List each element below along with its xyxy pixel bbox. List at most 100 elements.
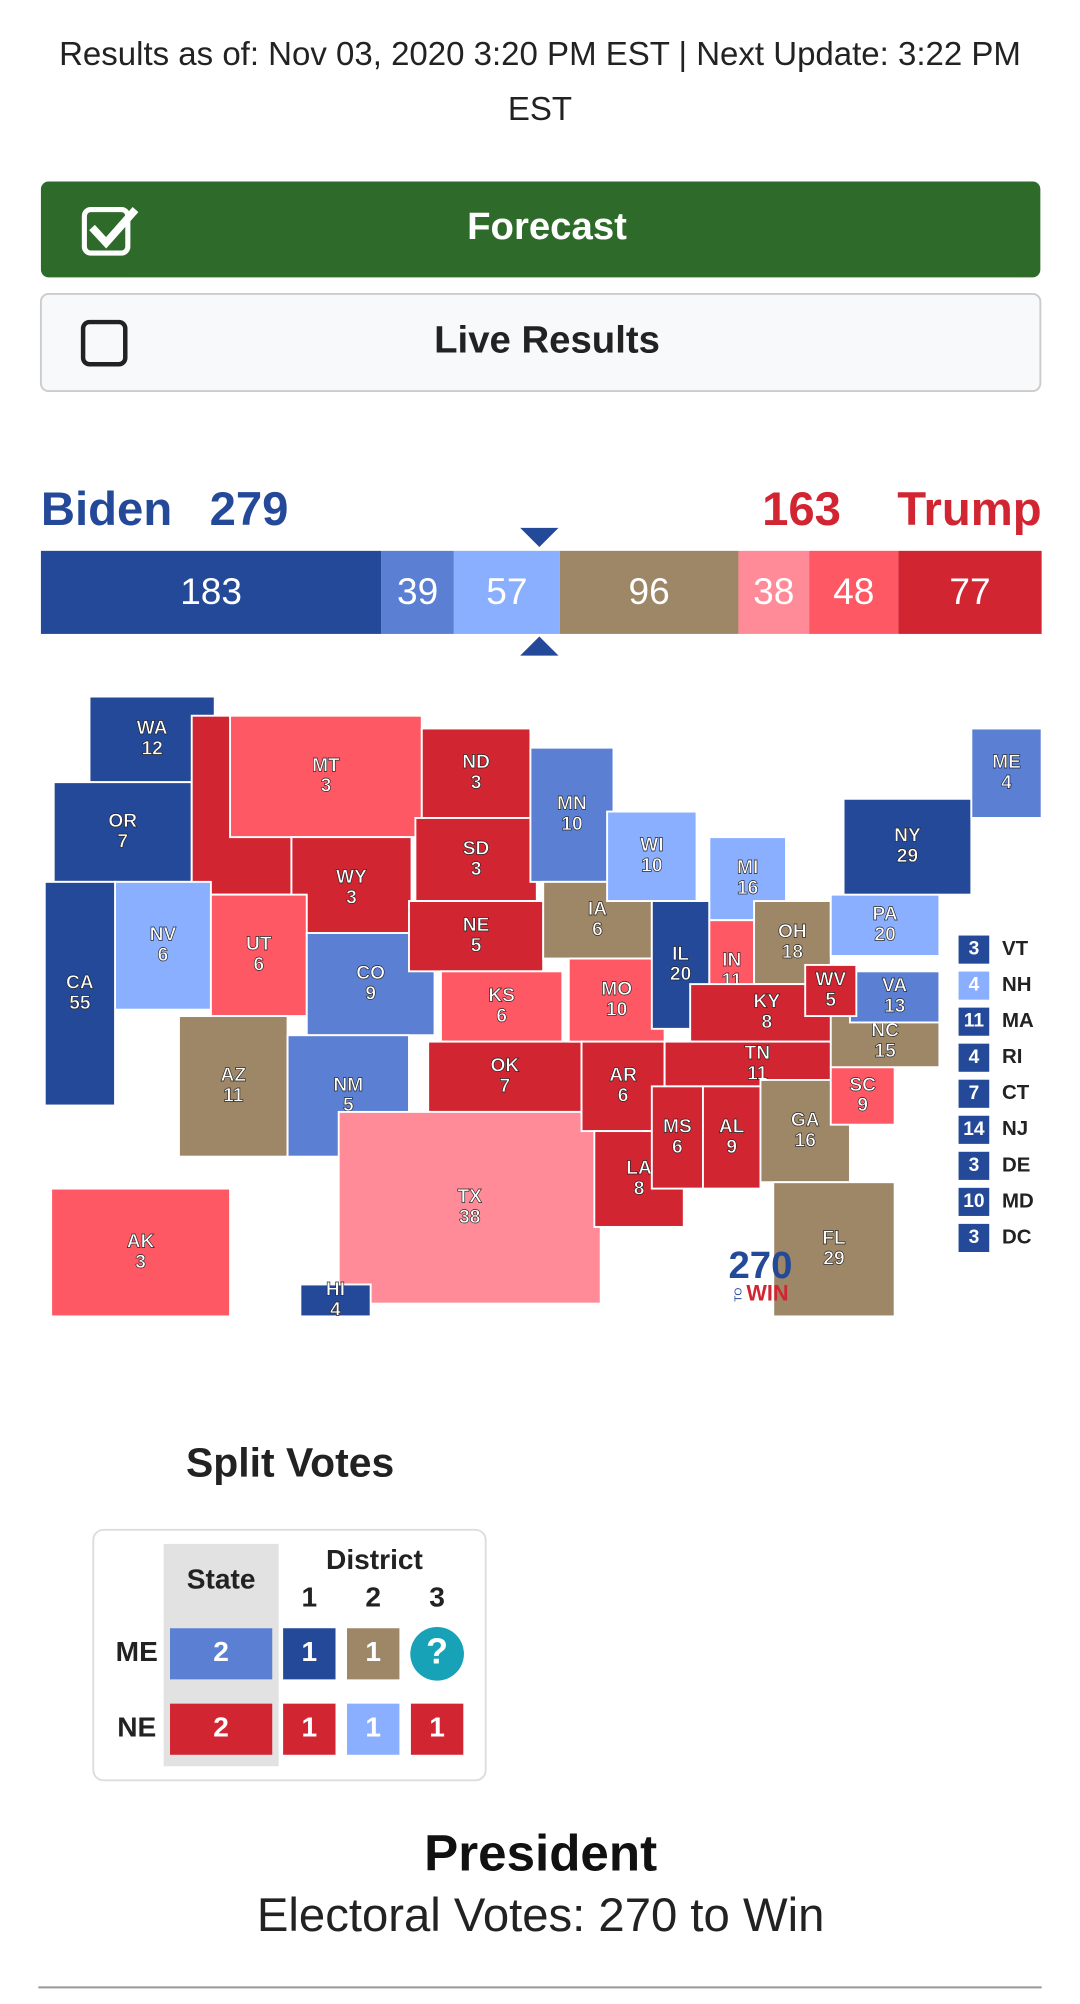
legend-ev: 7 bbox=[969, 1083, 980, 1104]
bar-segment bbox=[453, 550, 560, 634]
legend-ev: 4 bbox=[969, 975, 980, 996]
state-abbr: KS bbox=[488, 985, 515, 1006]
state-abbr: OR bbox=[108, 811, 137, 832]
vote-value: 2 bbox=[213, 1712, 229, 1743]
legend-abbr: MA bbox=[1002, 1009, 1034, 1032]
segment-label: 48 bbox=[833, 570, 874, 612]
state-abbr: CA bbox=[66, 973, 94, 994]
state-abbr: OH bbox=[778, 921, 807, 942]
state-ev: 3 bbox=[346, 888, 357, 909]
legend-box bbox=[958, 1043, 990, 1072]
legend-abbr: NH bbox=[1002, 973, 1032, 996]
legend-box bbox=[958, 1151, 990, 1180]
state-ev: 6 bbox=[618, 1086, 629, 1107]
state-abbr: IL bbox=[672, 944, 689, 965]
state-ev: 8 bbox=[762, 1012, 773, 1033]
state-ev: 29 bbox=[823, 1249, 844, 1270]
state-ev: 18 bbox=[782, 942, 804, 963]
state bbox=[414, 817, 538, 902]
legend-box bbox=[958, 1187, 990, 1216]
state-ev: 9 bbox=[857, 1095, 868, 1116]
vote-box bbox=[347, 1703, 400, 1755]
state-abbr: AR bbox=[609, 1065, 637, 1086]
forecast-button[interactable] bbox=[40, 181, 1041, 278]
live-results-button[interactable] bbox=[39, 292, 1042, 393]
state-ev: 9 bbox=[365, 983, 376, 1004]
vote-box bbox=[283, 1703, 336, 1755]
state-abbr: ND bbox=[462, 752, 490, 773]
legend-ev: 14 bbox=[963, 1119, 985, 1140]
check-mark bbox=[89, 207, 139, 249]
state bbox=[43, 880, 117, 1107]
state-abbr: NE bbox=[463, 915, 490, 936]
bar-segment bbox=[898, 550, 1042, 634]
state-abbr: AK bbox=[127, 1231, 155, 1252]
state-ev: 20 bbox=[874, 925, 895, 946]
vote-value: 1 bbox=[365, 1636, 381, 1667]
segment-label: 39 bbox=[397, 570, 438, 612]
legend-abbr: CT bbox=[1002, 1081, 1030, 1104]
state-abbr: KY bbox=[754, 992, 781, 1013]
vote-box bbox=[347, 1628, 400, 1680]
state-abbr: SC bbox=[849, 1075, 876, 1096]
segment-label: 38 bbox=[753, 570, 794, 612]
legend-ev: 10 bbox=[963, 1191, 984, 1212]
state-abbr: NV bbox=[150, 925, 177, 946]
state-ev: 15 bbox=[874, 1041, 896, 1062]
footer-title: President bbox=[424, 1825, 657, 1882]
state bbox=[529, 746, 615, 883]
status-text: Results as of: Nov 03, 2020 3:20 PM EST … bbox=[59, 35, 1021, 127]
state bbox=[209, 893, 308, 1018]
state-abbr: AL bbox=[719, 1116, 745, 1137]
button-label[interactable]: Live Results bbox=[434, 319, 660, 362]
bar-segment bbox=[809, 550, 899, 634]
district-number: 1 bbox=[301, 1581, 317, 1612]
state-ev: 5 bbox=[825, 990, 836, 1011]
checkbox-checked[interactable] bbox=[81, 207, 131, 256]
legend-box bbox=[958, 935, 990, 964]
state bbox=[337, 1110, 602, 1305]
state-ev: 12 bbox=[141, 739, 162, 760]
state-abbr: ME bbox=[992, 752, 1021, 773]
state-abbr: LA bbox=[626, 1158, 652, 1179]
threshold-marker bbox=[520, 527, 559, 548]
state-ev: 6 bbox=[496, 1006, 507, 1027]
candidate-total: 163 bbox=[762, 483, 841, 536]
vote-value: 1 bbox=[429, 1712, 445, 1743]
button-label[interactable]: Forecast bbox=[467, 205, 627, 248]
state-abbr: WY bbox=[336, 867, 367, 888]
state-ev: 5 bbox=[471, 935, 482, 956]
state-ev: 10 bbox=[641, 856, 662, 877]
state bbox=[650, 1085, 704, 1190]
state-ev: 9 bbox=[726, 1137, 737, 1158]
legend-ev: 3 bbox=[969, 1227, 980, 1248]
state-ev: 7 bbox=[500, 1076, 511, 1097]
state-ev: 38 bbox=[459, 1207, 481, 1228]
state bbox=[50, 1187, 232, 1318]
state-abbr: WV bbox=[815, 969, 846, 990]
state-ev: 13 bbox=[884, 996, 905, 1017]
vote-value: 1 bbox=[301, 1636, 317, 1667]
state-ev: 3 bbox=[471, 859, 482, 880]
state-abbr: WA bbox=[137, 718, 168, 739]
district-number: 3 bbox=[429, 1581, 445, 1612]
state-abbr: SD bbox=[463, 838, 490, 859]
state bbox=[114, 880, 212, 1011]
state bbox=[580, 1040, 666, 1133]
segment-label: 77 bbox=[949, 570, 990, 612]
vote-box bbox=[170, 1703, 273, 1755]
state-abbr: OK bbox=[490, 1056, 519, 1077]
state bbox=[439, 970, 564, 1043]
checkbox[interactable] bbox=[80, 319, 128, 367]
legend-abbr: RI bbox=[1002, 1045, 1022, 1068]
state-abbr: WI bbox=[640, 835, 663, 856]
state-ev: 6 bbox=[253, 955, 264, 976]
legend-ev: 3 bbox=[969, 939, 980, 960]
state-abbr: CO bbox=[356, 963, 385, 984]
bar-segment bbox=[559, 550, 739, 634]
segment-label: 96 bbox=[629, 570, 670, 612]
bar-segment bbox=[40, 550, 382, 634]
legend-abbr: MD bbox=[1002, 1189, 1034, 1212]
state-ev: 6 bbox=[158, 945, 169, 966]
